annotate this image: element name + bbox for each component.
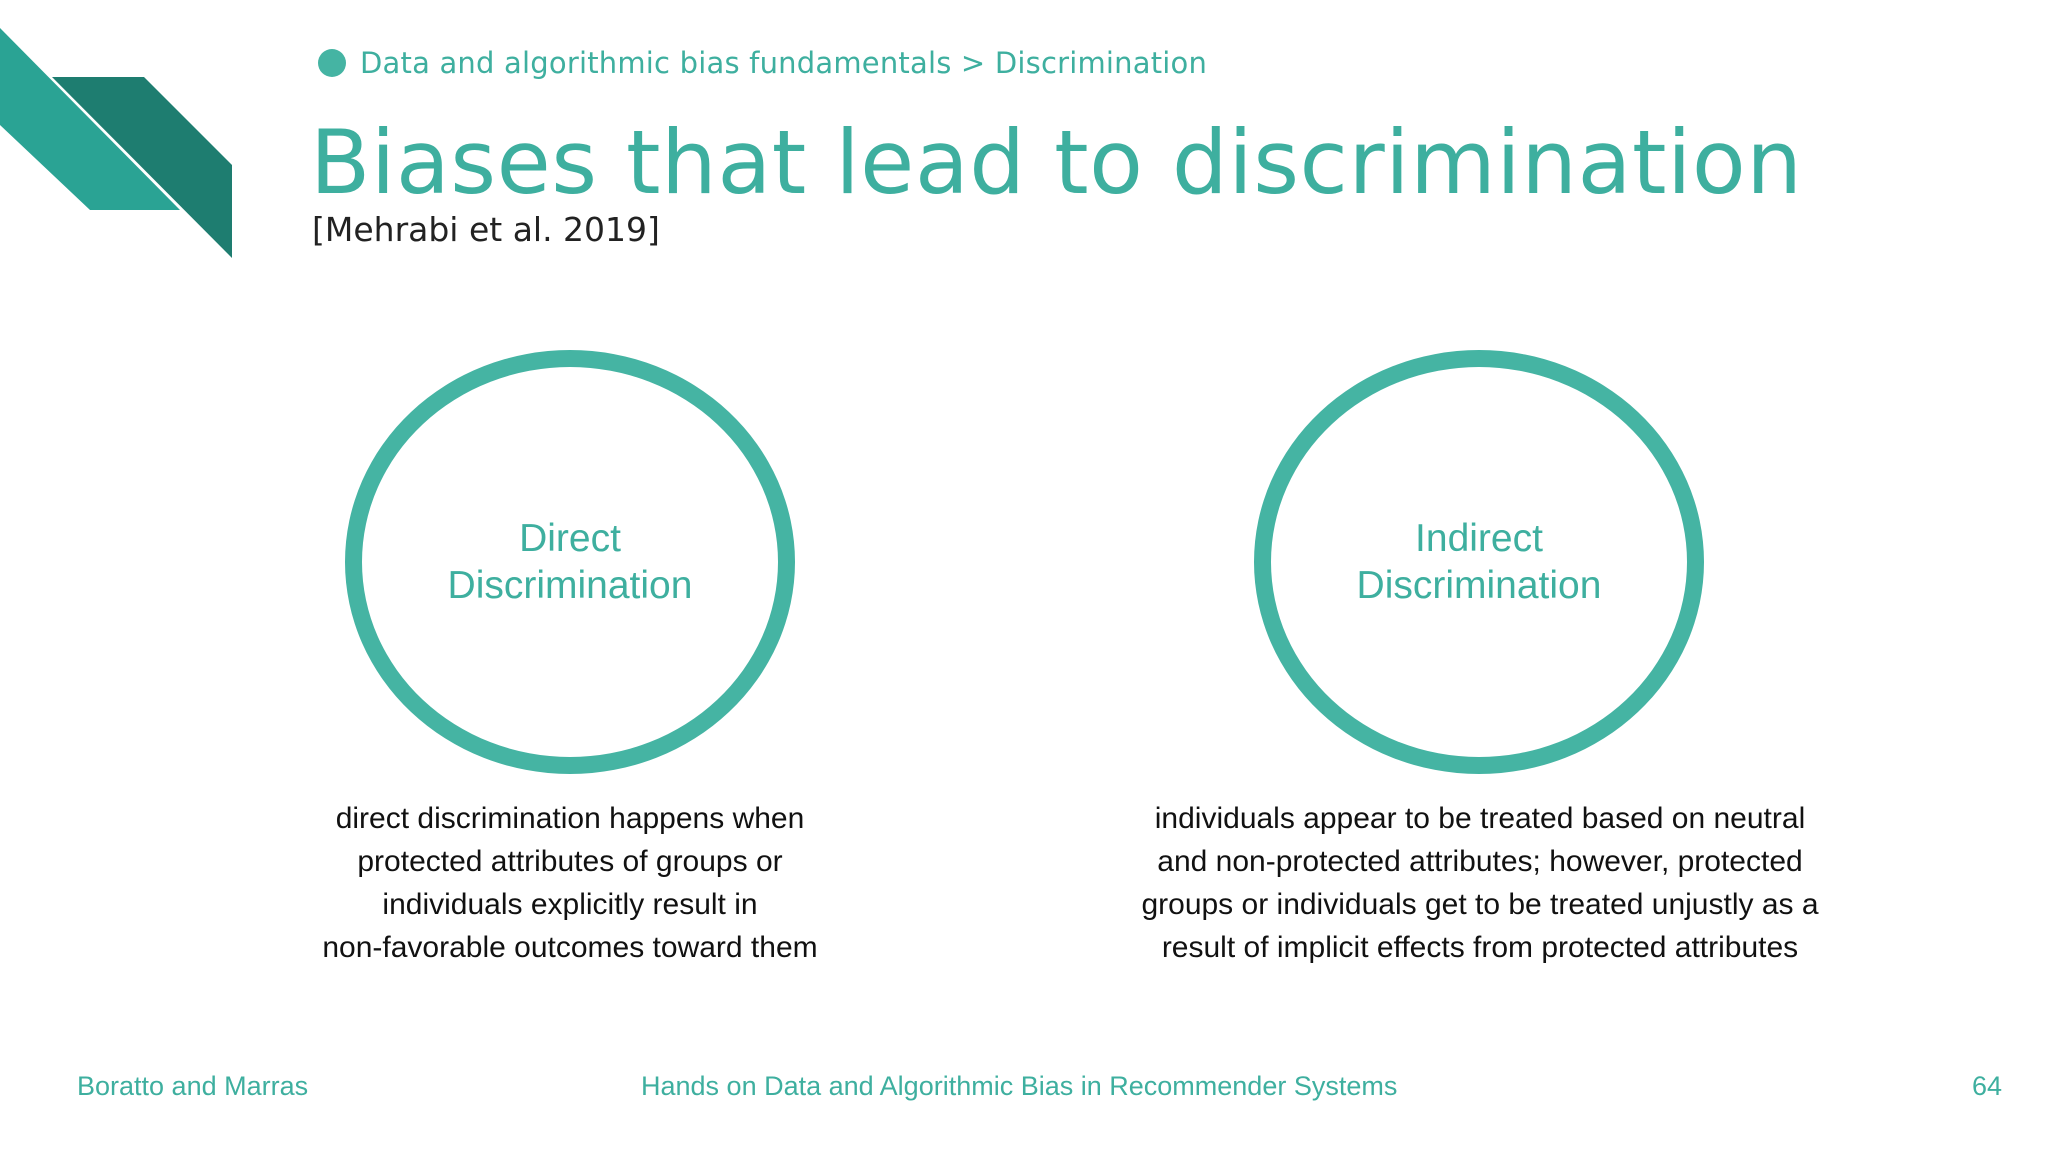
footer-talk-title: Hands on Data and Algorithmic Bias in Re… bbox=[641, 1071, 1398, 1101]
logo-stripe-dark bbox=[52, 77, 232, 258]
direct-discrimination-circle: Direct Discrimination bbox=[345, 350, 795, 774]
breadcrumb: Data and algorithmic bias fundamentals >… bbox=[318, 46, 1207, 80]
direct-discrimination-description: direct discrimination happens when prote… bbox=[322, 802, 818, 964]
direct-discrimination-label: Direct Discrimination bbox=[447, 517, 693, 607]
slide-citation: [Mehrabi et al. 2019] bbox=[312, 210, 660, 249]
footer-authors: Boratto and Marras bbox=[77, 1071, 309, 1101]
footer-page-number: 64 bbox=[1971, 1071, 2002, 1101]
breadcrumb-text: Data and algorithmic bias fundamentals >… bbox=[360, 46, 1208, 80]
bullet-dot-icon bbox=[318, 49, 346, 77]
indirect-discrimination-description: individuals appear to be treated based o… bbox=[1141, 802, 1819, 964]
indirect-discrimination-label: Indirect Discrimination bbox=[1356, 517, 1602, 607]
logo-stripe-light bbox=[0, 28, 180, 210]
slide-title: Biases that lead to discrimination bbox=[310, 111, 1803, 214]
indirect-discrimination-circle: Indirect Discrimination bbox=[1254, 350, 1704, 774]
slide-logo-icon bbox=[0, 28, 232, 258]
